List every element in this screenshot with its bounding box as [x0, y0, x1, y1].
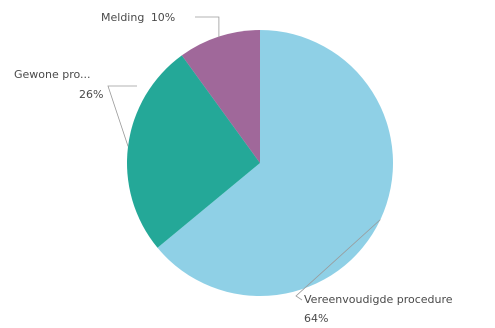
slice-label-vereenvoudigde: Vereenvoudigde procedure: [304, 293, 453, 306]
pie-slice-gewone-pro: [126, 55, 260, 248]
slice-value-vereenvoudigde: 64%: [304, 312, 328, 325]
pie-slices: [126, 29, 393, 296]
leader-line-melding: [195, 16, 220, 38]
leader-line-gewone: [107, 85, 137, 147]
leader-line-vereenvoudigde: [295, 219, 381, 301]
slice-label-gewone: Gewone pro...: [14, 68, 91, 81]
pie-slice-melding: [181, 29, 260, 163]
leader-lines: [107, 16, 381, 301]
slice-value-gewone: 26%: [79, 88, 103, 101]
slice-label-melding: Melding 10%: [101, 11, 175, 24]
pie-slice-vereenvoudigde-procedure: [157, 30, 393, 296]
